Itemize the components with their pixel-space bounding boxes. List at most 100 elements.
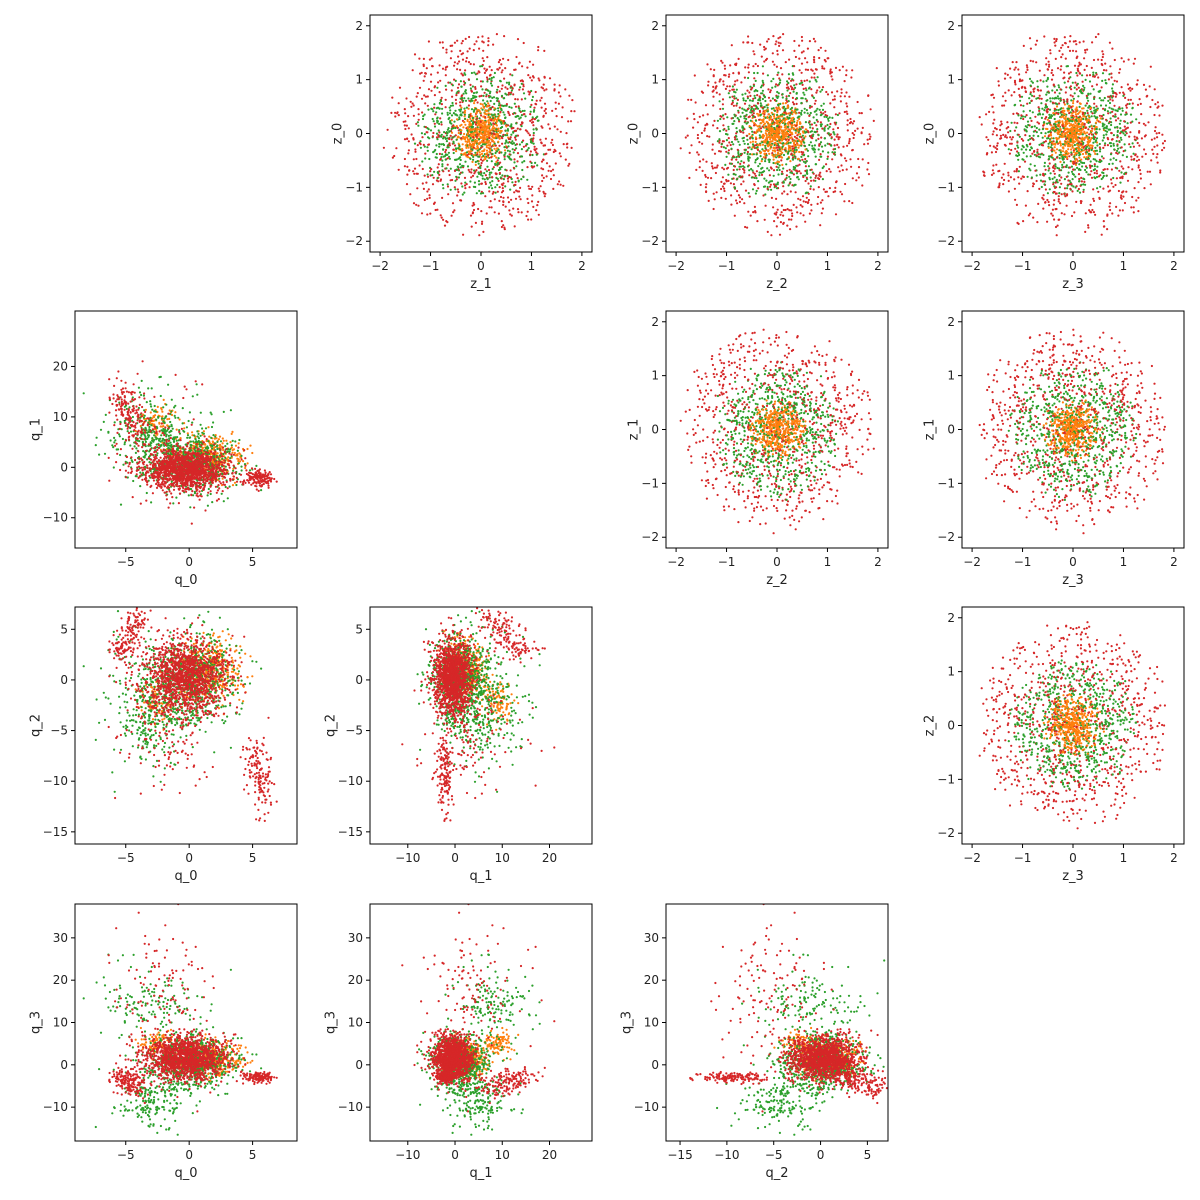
data-point — [747, 116, 750, 119]
data-point — [861, 158, 864, 161]
data-point — [1002, 133, 1005, 136]
data-point — [522, 139, 525, 142]
data-point — [712, 95, 715, 98]
data-point — [475, 147, 478, 150]
data-point — [479, 102, 482, 105]
data-point — [804, 68, 808, 71]
data-point — [827, 117, 830, 120]
data-point — [421, 111, 424, 114]
data-point — [479, 111, 482, 114]
data-point — [456, 126, 459, 129]
data-point — [1075, 150, 1078, 153]
data-point — [475, 40, 478, 43]
data-point — [1133, 57, 1137, 60]
data-point — [481, 127, 484, 130]
data-point — [808, 212, 812, 215]
data-point — [1125, 155, 1128, 158]
data-point — [537, 49, 540, 52]
data-point — [1094, 146, 1097, 149]
data-point — [1036, 148, 1039, 151]
data-point — [468, 99, 471, 102]
data-point — [501, 187, 504, 190]
data-point — [1017, 151, 1020, 155]
data-point — [460, 114, 463, 117]
data-point — [1090, 164, 1094, 168]
data-point — [806, 172, 809, 175]
data-point — [495, 176, 498, 179]
data-point — [738, 196, 742, 199]
data-point — [825, 115, 828, 119]
data-point — [791, 172, 794, 175]
data-point — [1138, 130, 1141, 133]
data-point — [827, 57, 830, 60]
data-point — [795, 124, 798, 127]
data-point — [797, 131, 800, 134]
data-point — [454, 126, 457, 130]
data-point — [532, 131, 535, 135]
data-point — [484, 195, 487, 198]
data-point — [754, 104, 757, 107]
data-point — [980, 123, 983, 126]
data-point — [990, 151, 994, 154]
data-point — [802, 214, 805, 217]
data-point — [754, 158, 757, 162]
data-point — [472, 91, 476, 95]
data-point — [1029, 91, 1032, 94]
data-point — [851, 149, 854, 152]
data-point — [1033, 150, 1036, 153]
data-point — [1106, 110, 1109, 113]
data-point — [504, 151, 507, 154]
data-point — [796, 143, 799, 146]
data-point — [790, 111, 793, 114]
data-point — [467, 168, 470, 171]
data-point — [772, 161, 775, 165]
data-point — [827, 127, 830, 130]
data-point — [468, 121, 471, 124]
data-point — [1143, 148, 1146, 151]
data-point — [804, 128, 807, 131]
data-point — [786, 132, 790, 135]
data-point — [502, 182, 505, 185]
data-point — [790, 131, 793, 134]
data-point — [725, 139, 729, 142]
points — [978, 33, 1166, 237]
data-point — [793, 84, 796, 87]
data-point — [805, 99, 809, 102]
data-point — [782, 153, 786, 157]
data-point — [394, 111, 397, 114]
data-point — [781, 49, 785, 52]
data-point — [515, 165, 518, 168]
data-point — [485, 69, 488, 72]
data-point — [1163, 139, 1166, 143]
data-point — [715, 191, 718, 194]
data-point — [834, 113, 838, 116]
data-point — [1062, 107, 1065, 110]
data-point — [1050, 143, 1053, 146]
data-point — [812, 172, 815, 175]
data-point — [517, 105, 520, 108]
data-point — [817, 195, 820, 199]
data-point — [1066, 187, 1069, 190]
data-point — [1039, 89, 1042, 92]
data-point — [1074, 111, 1077, 114]
data-point — [423, 174, 426, 177]
data-point — [751, 130, 754, 133]
data-point — [1132, 62, 1135, 65]
data-point — [730, 158, 733, 161]
data-point — [1156, 153, 1159, 156]
data-point — [495, 160, 498, 163]
data-point — [445, 88, 448, 91]
data-point — [472, 155, 475, 158]
data-point — [789, 145, 792, 148]
data-point — [778, 126, 781, 129]
data-point — [1150, 159, 1153, 162]
data-point — [1150, 138, 1153, 141]
data-point — [531, 116, 534, 119]
data-point — [749, 153, 752, 156]
data-point — [442, 46, 445, 49]
data-point — [806, 149, 810, 152]
data-point — [750, 176, 754, 179]
data-point — [731, 95, 734, 98]
data-point — [1078, 141, 1081, 144]
data-point — [512, 93, 515, 96]
